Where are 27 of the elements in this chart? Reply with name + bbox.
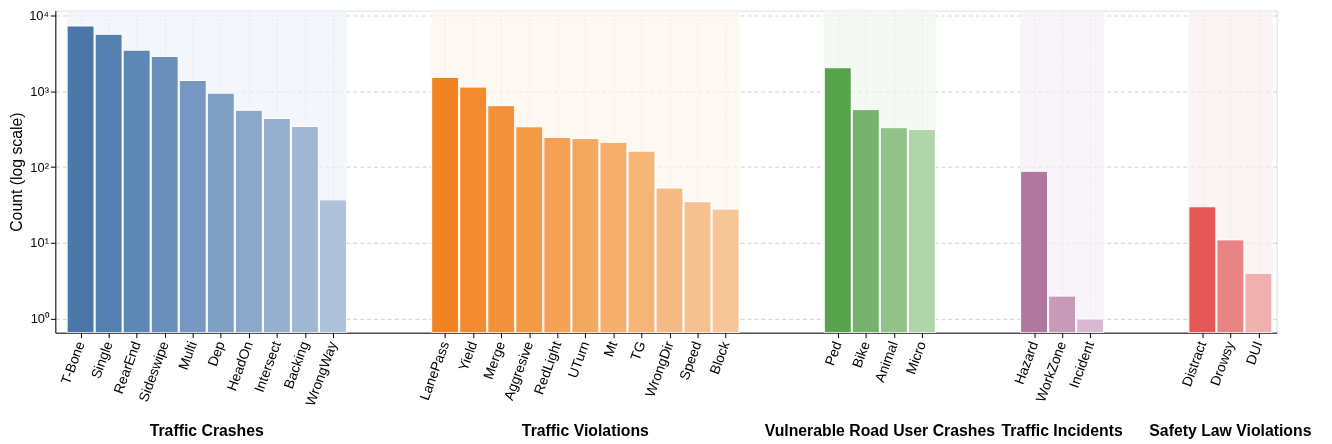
x-tick-label: Micro	[902, 338, 930, 377]
text: Traffic Incidents	[1001, 422, 1123, 440]
x-tick-label: T-Bone	[57, 338, 88, 387]
y-tick-label: 10⁴	[29, 7, 49, 23]
text: Safety Law Violations	[1149, 422, 1312, 440]
x-tick-label: Bike	[848, 338, 873, 370]
y-tick-label: 10⁰	[30, 311, 50, 327]
y-tick-label: 10²	[30, 159, 50, 175]
x-tick-label: Yield	[454, 338, 481, 373]
x-tick-label: Ped	[821, 338, 845, 368]
text: Traffic Crashes	[149, 422, 265, 440]
x-tick-label: Speed	[675, 338, 705, 383]
y-axis-title: Count (log scale)	[8, 112, 26, 232]
x-tick-label: Merge	[479, 338, 509, 382]
y-tick-label: 10³	[30, 83, 50, 99]
x-tick-label: UTurn	[564, 338, 593, 381]
x-tick-label: Dep	[204, 338, 228, 369]
text: Vulnerable Road User Crashes	[764, 422, 996, 440]
y-tick-label: 10¹	[30, 235, 49, 251]
text: Traffic Violations	[521, 422, 650, 440]
x-tick-label: TG	[626, 338, 649, 363]
x-tick-label: Block	[706, 338, 733, 377]
x-tick-label: Multi	[174, 338, 200, 372]
x-tick-label: DUI	[1242, 338, 1266, 367]
x-tick-label: Single	[87, 338, 116, 381]
x-tick-label: Mt	[600, 338, 621, 359]
x-tick-label: Animal	[871, 338, 901, 385]
